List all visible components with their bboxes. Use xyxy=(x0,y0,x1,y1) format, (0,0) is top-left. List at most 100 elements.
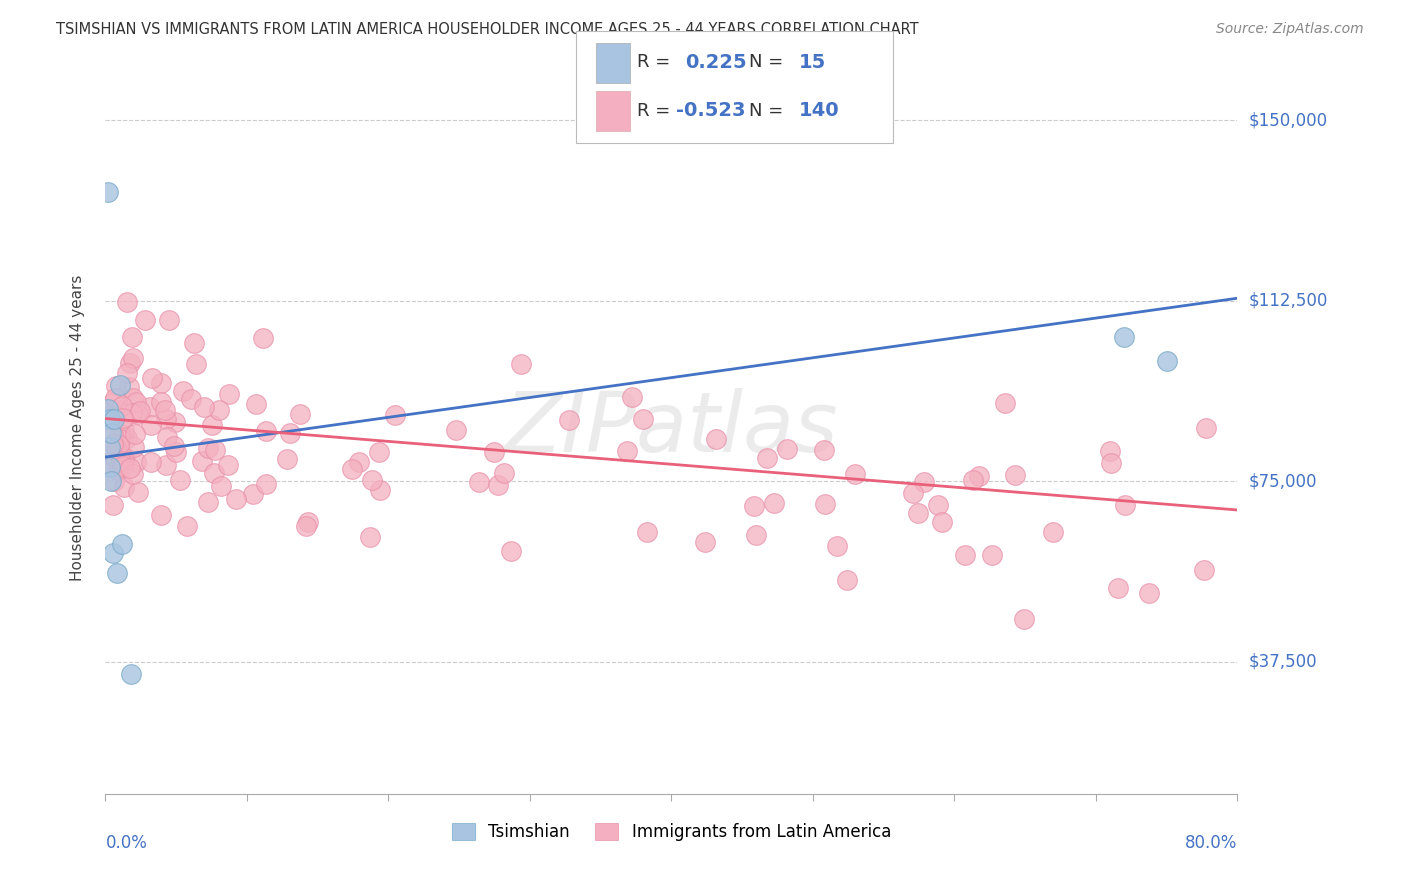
Text: 0.0%: 0.0% xyxy=(105,834,148,852)
Point xyxy=(112,480,135,494)
Point xyxy=(129,404,152,418)
Point xyxy=(245,396,267,410)
Point xyxy=(931,515,953,529)
Point xyxy=(112,428,135,442)
Point xyxy=(340,462,363,476)
Point xyxy=(97,186,120,200)
Point xyxy=(218,387,240,401)
Point xyxy=(814,497,837,511)
Point xyxy=(138,401,160,415)
Point xyxy=(1099,456,1122,470)
Text: 80.0%: 80.0% xyxy=(1185,834,1237,852)
Point xyxy=(112,453,135,467)
Point xyxy=(276,452,298,467)
Point xyxy=(101,395,124,409)
Point xyxy=(278,426,301,441)
Point xyxy=(121,329,143,343)
Point xyxy=(1042,525,1064,540)
Point xyxy=(101,459,124,474)
Point xyxy=(98,411,121,425)
Point xyxy=(347,455,370,469)
Point xyxy=(141,417,163,432)
Point xyxy=(139,455,162,469)
Point xyxy=(636,524,658,539)
Point xyxy=(1107,581,1129,595)
Point xyxy=(156,430,179,444)
Point xyxy=(172,384,194,398)
Point xyxy=(693,534,716,549)
Text: $37,500: $37,500 xyxy=(1249,653,1317,671)
Point xyxy=(105,566,128,580)
Point xyxy=(101,437,124,451)
Point xyxy=(217,458,239,472)
Point xyxy=(201,417,224,432)
Point xyxy=(510,357,533,371)
Point xyxy=(117,380,139,394)
Point xyxy=(98,459,121,474)
Point xyxy=(825,539,848,553)
Text: N =: N = xyxy=(749,54,789,71)
Point xyxy=(101,428,124,442)
Point xyxy=(1137,586,1160,600)
Point xyxy=(176,519,198,533)
Point xyxy=(97,401,120,416)
Text: $150,000: $150,000 xyxy=(1249,112,1327,129)
Y-axis label: Householder Income Ages 25 - 44 years: Householder Income Ages 25 - 44 years xyxy=(70,275,84,582)
Point xyxy=(1004,468,1026,483)
Point xyxy=(120,460,142,475)
Point xyxy=(179,392,201,406)
Point xyxy=(482,444,505,458)
Point xyxy=(486,478,509,492)
Point xyxy=(1192,563,1215,577)
Text: 140: 140 xyxy=(799,101,839,120)
Point xyxy=(745,528,768,542)
Point xyxy=(110,449,132,463)
Point xyxy=(108,427,131,442)
Point xyxy=(141,371,163,385)
Point xyxy=(108,438,131,452)
Point xyxy=(981,548,1004,562)
Point xyxy=(105,378,128,392)
Point xyxy=(558,412,581,426)
Point xyxy=(204,442,226,457)
Point xyxy=(620,390,643,404)
Text: N =: N = xyxy=(749,102,789,120)
Point xyxy=(254,477,277,491)
Point xyxy=(111,536,134,550)
Point xyxy=(295,519,318,533)
Point xyxy=(108,432,131,446)
Point xyxy=(633,411,655,425)
Text: -0.523: -0.523 xyxy=(676,101,745,120)
Point xyxy=(755,451,778,466)
Point xyxy=(120,666,142,681)
Point xyxy=(184,357,207,371)
Point xyxy=(155,411,177,425)
Text: 0.225: 0.225 xyxy=(685,53,747,72)
Point xyxy=(150,395,173,409)
Point xyxy=(111,459,134,474)
Point xyxy=(776,442,799,456)
Legend: Tsimshian, Immigrants from Latin America: Tsimshian, Immigrants from Latin America xyxy=(446,816,897,847)
Point xyxy=(967,469,990,483)
Point xyxy=(616,444,638,458)
Point xyxy=(98,441,121,455)
Point xyxy=(835,574,858,588)
Point xyxy=(225,491,247,506)
Text: $112,500: $112,500 xyxy=(1249,292,1327,310)
Text: R =: R = xyxy=(637,54,676,71)
Point xyxy=(813,443,835,458)
Point xyxy=(153,403,176,417)
Point xyxy=(124,426,146,441)
Point xyxy=(197,441,219,455)
Point xyxy=(209,479,232,493)
Point xyxy=(163,415,186,429)
Point xyxy=(252,331,274,345)
Point xyxy=(165,445,187,459)
Point xyxy=(962,473,984,487)
Point xyxy=(207,403,229,417)
Point xyxy=(103,411,125,425)
Point xyxy=(121,406,143,420)
Point xyxy=(1156,353,1178,368)
Point xyxy=(117,294,139,309)
Text: 15: 15 xyxy=(799,53,825,72)
